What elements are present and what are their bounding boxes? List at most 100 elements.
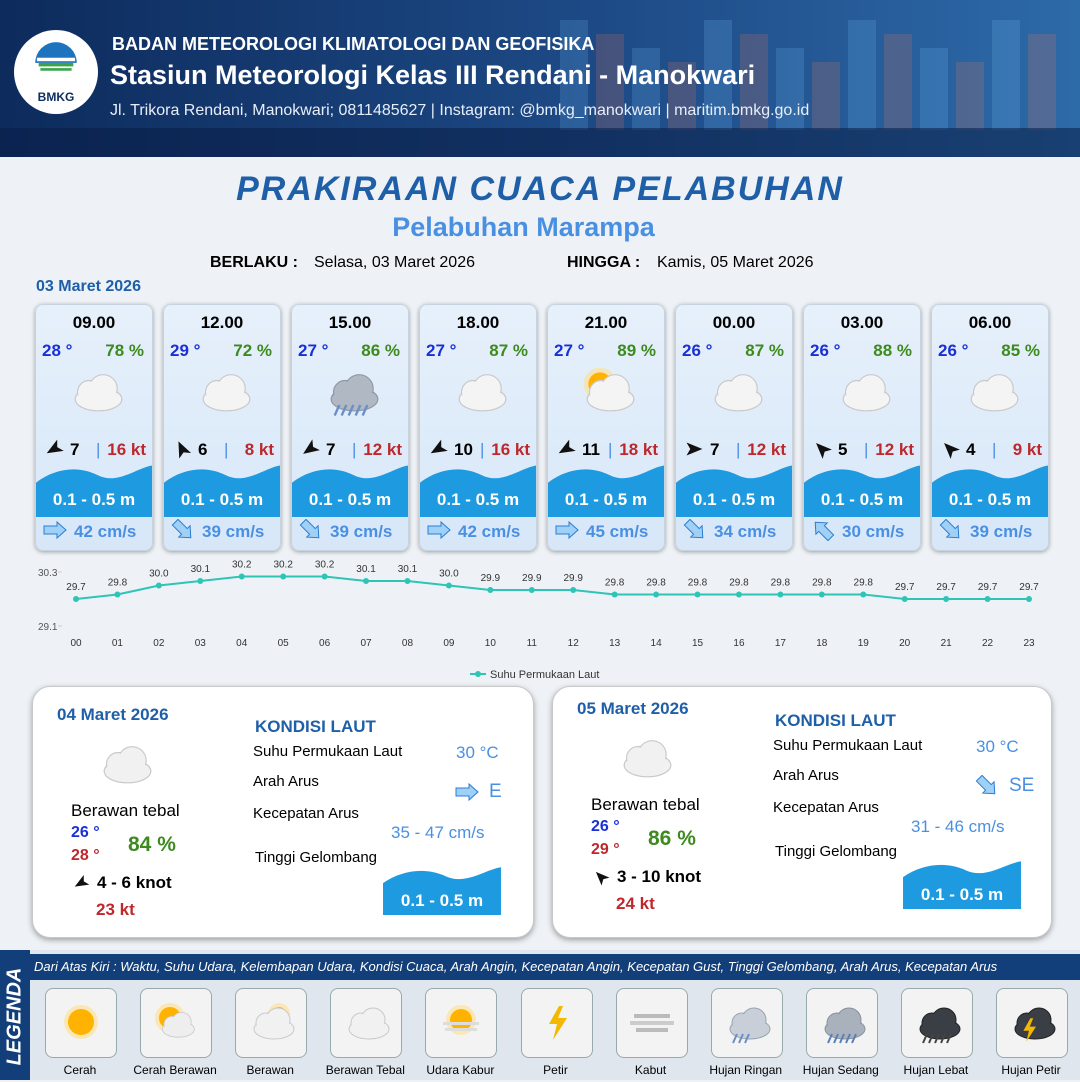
legend-item-label: Petir (543, 1063, 568, 1077)
forecast-card: 21.00 27 ° 89 % 11 | 18 kt 0.1 - 0.5 m 45 cm/s (547, 304, 665, 551)
icon-part (206, 381, 228, 403)
icon-part (74, 874, 90, 887)
wave-shape (932, 465, 1048, 517)
time: 09.00 (72, 313, 116, 332)
separator: | (480, 440, 485, 459)
data-label: 30.2 (315, 560, 335, 571)
weather-icon-graphic (202, 374, 251, 412)
current-direction (168, 518, 198, 541)
wave-band-graphic (804, 465, 920, 517)
gust: 18 kt (619, 440, 658, 459)
weather-icon (572, 365, 642, 417)
legend-title: LEGENDA (3, 967, 26, 1066)
icon-part (945, 1033, 952, 1044)
separator: | (96, 440, 101, 459)
sst-point (653, 591, 660, 598)
current-direction (552, 519, 582, 541)
current-arrow (427, 520, 451, 540)
legend-icon-graphic (64, 1005, 98, 1039)
icon-part (354, 404, 362, 416)
current-speed: 34 cm/s (714, 522, 777, 541)
icon-part (164, 1017, 180, 1032)
time: 00.00 (712, 313, 756, 332)
wind-speed: 5 (838, 440, 848, 459)
icon-part (347, 404, 355, 416)
wind-direction-graphic (46, 439, 64, 454)
header-decoration (956, 62, 984, 130)
day-current-direction (971, 774, 1003, 797)
haze (443, 1022, 480, 1031)
air-temp: 26 ° (938, 341, 969, 360)
sst-point (611, 591, 618, 598)
wave-height: 0.1 - 0.5 m (308, 490, 392, 509)
day-wind-direction (589, 867, 613, 887)
sst-point (1026, 596, 1032, 602)
contact-info: Jl. Trikora Rendani, Manokwari; 08114856… (110, 102, 810, 119)
icon-part (1023, 1018, 1036, 1042)
wave-band (932, 463, 1048, 517)
icon-part (629, 1021, 674, 1025)
wave-height: 0.1 - 0.5 m (52, 490, 136, 509)
data-label: 29.8 (108, 578, 128, 589)
logo: BMKG (14, 30, 98, 114)
day1-date: 03 Maret 2026 (36, 278, 141, 295)
y-tick-label: 29.1 (38, 622, 58, 633)
icon-part (257, 1014, 276, 1032)
current-arrow (455, 782, 479, 802)
legend-icon (812, 997, 872, 1047)
wind-direction-graphic (816, 443, 832, 459)
current-arrow (299, 518, 320, 539)
wave-band-graphic (676, 465, 792, 517)
data-label: 29.7 (66, 582, 86, 593)
data-label: 29.8 (729, 578, 749, 589)
icon-part (340, 404, 348, 416)
icon-part (43, 520, 67, 540)
day-box: 04 Maret 2026 Berawan tebal 26 ° 28 ° 84 % 4 … (32, 686, 534, 938)
legend-icon-box (520, 988, 593, 1058)
data-label: 29.7 (978, 582, 998, 593)
wave-label: Tinggi Gelombang (255, 849, 378, 866)
wind-speed: 7 (326, 440, 336, 459)
time: 12.00 (200, 313, 244, 332)
wind-speed: 11 (582, 440, 600, 459)
day-weather: Berawan tebal (591, 795, 700, 814)
wave-shape (804, 465, 920, 517)
day-wave-band (903, 859, 1021, 909)
icon-part (686, 442, 703, 456)
x-tick-label: 23 (1023, 638, 1035, 649)
current-arrow (939, 518, 960, 539)
y-tick-label: 30.3 (38, 568, 58, 579)
time: 21.00 (584, 313, 628, 332)
icon-part (558, 439, 576, 454)
legend-icon (431, 997, 491, 1047)
data-label: 30.1 (398, 564, 418, 575)
icon-part (844, 1033, 851, 1044)
header-decoration (668, 62, 696, 130)
current-direction-graphic (814, 521, 835, 542)
current-direction-graphic (43, 520, 67, 540)
legend-icon-box (615, 988, 688, 1058)
icon-part (443, 1022, 480, 1025)
air-temp: 26 ° (682, 341, 713, 360)
icon-part (46, 439, 64, 454)
icon-part (838, 1033, 845, 1044)
current-direction-graphic (939, 518, 960, 539)
day-box: 05 Maret 2026 Berawan tebal 26 ° 29 ° 86 % 3 … (552, 686, 1052, 938)
temp-max: 28 ° (71, 847, 100, 864)
gust: 12 kt (747, 440, 786, 459)
icon-part (827, 1014, 846, 1032)
x-tick-label: 18 (816, 638, 828, 649)
arrow (595, 871, 610, 886)
legend-icon (146, 997, 206, 1047)
legend-icon-graphic (155, 1003, 195, 1038)
current-direction-graphic (683, 518, 704, 539)
header-decoration (776, 48, 804, 130)
wind-speed: 4 (966, 440, 976, 459)
temp-min: 26 ° (71, 824, 100, 841)
sst-point (528, 587, 535, 593)
sst-point (818, 591, 825, 598)
wave-band-graphic (292, 465, 408, 517)
sst-point (114, 591, 121, 598)
icon-part (635, 1028, 668, 1032)
forecast-card: 09.00 28 ° 78 % 7 | 16 kt 0.1 - 0.5 m 42 cm/s (35, 304, 153, 551)
